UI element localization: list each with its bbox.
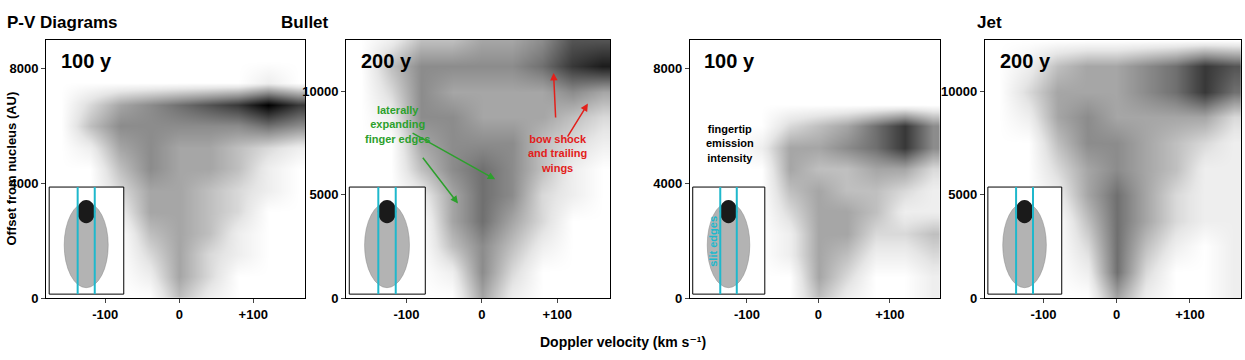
svg-text:-100: -100 bbox=[734, 307, 760, 322]
svg-text:100 y: 100 y bbox=[704, 50, 755, 72]
svg-text:5000: 5000 bbox=[948, 187, 977, 202]
svg-text:+100: +100 bbox=[239, 307, 268, 322]
svg-text:0: 0 bbox=[331, 291, 338, 306]
svg-text:200 y: 200 y bbox=[361, 50, 412, 72]
svg-text:-100: -100 bbox=[393, 307, 419, 322]
svg-text:slit edges: slit edges bbox=[707, 216, 719, 267]
svg-text:-100: -100 bbox=[1030, 307, 1056, 322]
svg-text:10000: 10000 bbox=[941, 84, 977, 99]
svg-text:0: 0 bbox=[1113, 307, 1120, 322]
svg-text:bow shockand trailingwings: bow shockand trailingwings bbox=[528, 133, 587, 174]
svg-text:200 y: 200 y bbox=[1000, 50, 1051, 72]
svg-text:4000: 4000 bbox=[653, 176, 682, 191]
svg-text:10000: 10000 bbox=[302, 84, 338, 99]
svg-text:0: 0 bbox=[176, 307, 183, 322]
svg-text:+100: +100 bbox=[1175, 307, 1204, 322]
svg-text:+100: +100 bbox=[875, 307, 904, 322]
svg-text:fingertipemissionintensity: fingertipemissionintensity bbox=[706, 123, 754, 164]
svg-text:8000: 8000 bbox=[653, 61, 682, 76]
svg-text:0: 0 bbox=[815, 307, 822, 322]
svg-text:100 y: 100 y bbox=[61, 50, 112, 72]
svg-text:0: 0 bbox=[970, 291, 977, 306]
svg-text:Doppler velocity (km s⁻¹): Doppler velocity (km s⁻¹) bbox=[540, 334, 706, 350]
svg-text:Bullet: Bullet bbox=[281, 13, 329, 32]
svg-text:laterallyexpandingfinger edges: laterallyexpandingfinger edges bbox=[365, 104, 430, 145]
svg-text:5000: 5000 bbox=[310, 187, 339, 202]
svg-text:8000: 8000 bbox=[10, 61, 39, 76]
svg-text:0: 0 bbox=[675, 291, 682, 306]
svg-text:4000: 4000 bbox=[10, 176, 39, 191]
svg-text:+100: +100 bbox=[543, 307, 572, 322]
svg-text:0: 0 bbox=[31, 291, 38, 306]
svg-text:0: 0 bbox=[478, 307, 485, 322]
svg-text:-100: -100 bbox=[92, 307, 118, 322]
svg-text:P-V Diagrams: P-V Diagrams bbox=[7, 13, 118, 32]
svg-text:Jet: Jet bbox=[977, 13, 1002, 32]
svg-text:Offset from nucleus (AU): Offset from nucleus (AU) bbox=[4, 92, 19, 246]
